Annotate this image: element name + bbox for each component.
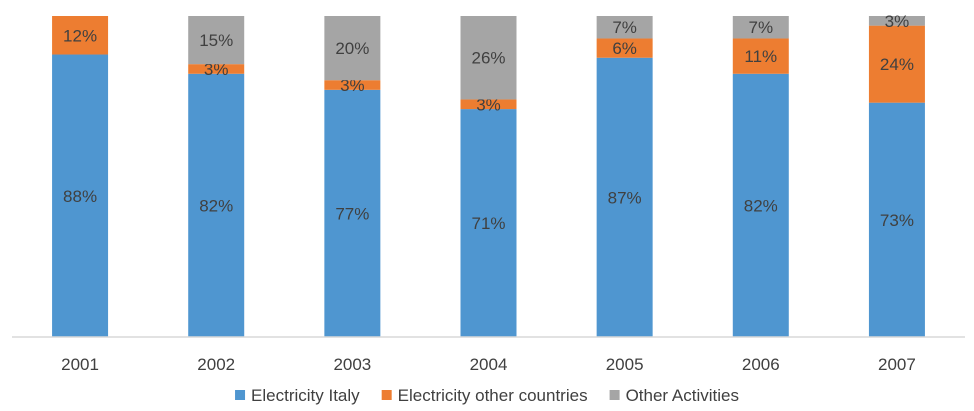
bar-segment-3-2007 — [868, 16, 925, 26]
bar-segment-1-2007 — [868, 102, 925, 337]
x-tick-label-2002: 2002 — [197, 355, 235, 374]
bar-segment-2-2005 — [596, 38, 653, 58]
bar-segment-3-2003 — [324, 16, 381, 81]
bar-segment-1-2003 — [324, 89, 381, 337]
bar-segment-2-2001 — [52, 16, 109, 55]
data-label-2-2002: 3% — [204, 60, 229, 79]
bar-segment-1-2005 — [596, 57, 653, 337]
x-tick-label-2001: 2001 — [61, 355, 99, 374]
bar-segment-2-2002 — [188, 64, 245, 74]
legend-swatch-3 — [609, 390, 620, 400]
legend-swatch-2 — [381, 390, 392, 400]
bar-segment-2-2006 — [732, 38, 789, 74]
bar-segment-1-2004 — [460, 109, 517, 337]
legend-label-1: Electricity Italy — [251, 386, 360, 405]
legend-swatch-1 — [235, 390, 246, 400]
legend: Electricity Italy Electricity other count… — [235, 386, 739, 405]
data-label-3-2003: 20% — [335, 39, 369, 58]
bar-segment-3-2006 — [732, 16, 789, 39]
bar-segment-1-2001 — [52, 54, 109, 338]
bar-segment-1-2006 — [732, 73, 789, 337]
x-tick-label-2005: 2005 — [606, 355, 644, 374]
data-label-2-2001: 12% — [63, 26, 97, 45]
bar-segment-1-2002 — [188, 73, 245, 337]
data-label-2-2003: 3% — [340, 76, 365, 95]
x-tick-label-2007: 2007 — [878, 355, 916, 374]
data-label-1-2005: 87% — [608, 188, 642, 207]
bar-segment-2-2003 — [324, 80, 381, 90]
data-label-2-2005: 6% — [612, 39, 637, 58]
data-label-1-2006: 82% — [744, 196, 778, 215]
bar-segment-3-2004 — [460, 16, 517, 100]
data-label-3-2007: 3% — [885, 12, 910, 31]
bar-segment-3-2005 — [596, 16, 653, 39]
legend-label-3: Other Activities — [626, 386, 739, 405]
x-tick-labels: 2001 2002 2003 2004 2005 2006 2007 — [61, 355, 916, 374]
bars-group: 88% 12% 82% 3% 15% 77% 3% 20% 71% 3% 26% 87% 6% 7% 82%… — [52, 12, 925, 338]
data-label-1-2002: 82% — [199, 196, 233, 215]
data-label-3-2006: 7% — [749, 18, 774, 37]
data-label-1-2004: 71% — [471, 214, 505, 233]
data-label-2-2006: 11% — [744, 47, 777, 66]
data-label-1-2003: 77% — [335, 204, 369, 223]
data-label-3-2005: 7% — [612, 18, 637, 37]
data-label-3-2004: 26% — [471, 49, 505, 68]
legend-label-2: Electricity other countries — [398, 386, 588, 405]
bar-segment-3-2002 — [188, 16, 245, 65]
x-tick-label-2003: 2003 — [333, 355, 371, 374]
bar-segment-2-2007 — [868, 25, 925, 103]
data-label-1-2001: 88% — [63, 187, 97, 206]
x-tick-label-2006: 2006 — [742, 355, 780, 374]
bar-segment-2-2004 — [460, 99, 517, 110]
x-tick-label-2004: 2004 — [470, 355, 508, 374]
data-label-2-2007: 24% — [880, 55, 914, 74]
data-label-2-2004: 3% — [476, 95, 501, 114]
data-label-3-2002: 15% — [199, 31, 233, 50]
data-label-1-2007: 73% — [880, 211, 914, 230]
